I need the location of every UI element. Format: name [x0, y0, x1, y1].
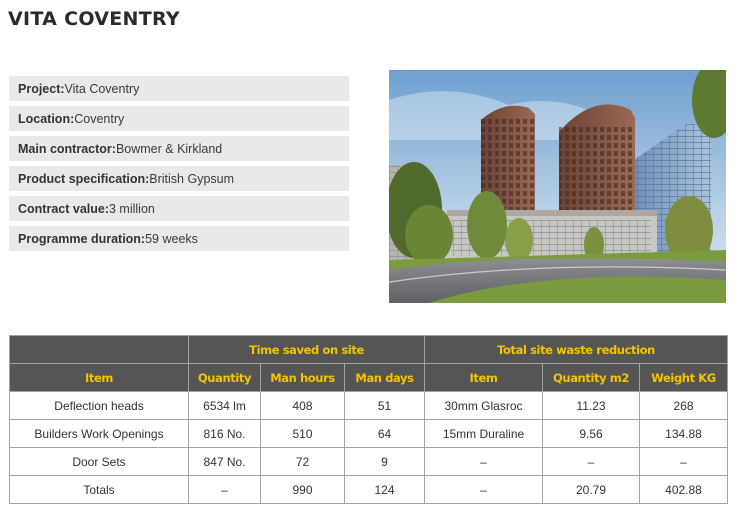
table-cell: 990 [260, 475, 345, 504]
info-value: Vita Coventry [64, 81, 140, 96]
column-header: Weight KG [638, 363, 729, 392]
table-cell: 124 [344, 475, 425, 504]
info-label: Main contractor: [18, 141, 116, 156]
table-row: Door Sets 847 No. 72 9 – – – [9, 447, 729, 476]
info-label: Location: [18, 111, 75, 126]
info-value: British Gypsum [149, 171, 235, 186]
table-row: Deflection heads 6534 lm 408 51 30mm Gla… [9, 391, 729, 420]
table-cell: 51 [344, 391, 425, 420]
table-cell: – [424, 447, 543, 476]
info-label: Programme duration: [18, 231, 146, 246]
group-header-waste-reduction: Total site waste reduction [423, 335, 729, 364]
info-value: Bowmer & Kirkland [115, 141, 223, 156]
table-cell: 847 No. [188, 447, 261, 476]
group-header-time-saved: Time saved on site [188, 335, 425, 364]
column-header: Item [9, 363, 189, 392]
table-cell: 134.88 [638, 419, 729, 448]
table-cell: 9 [344, 447, 425, 476]
page-title: VITA COVENTRY [8, 8, 180, 30]
info-row-product-specification: Product specification: British Gypsum [9, 166, 349, 191]
table-cell: 72 [260, 447, 345, 476]
column-header-row: Item Quantity Man hours Man days Item Qu… [9, 363, 729, 392]
column-header: Man days [344, 363, 425, 392]
table-cell: Builders Work Openings [9, 419, 189, 448]
info-label: Contract value: [18, 201, 109, 216]
project-info-list: Project: Vita Coventry Location: Coventry… [9, 76, 349, 256]
table-cell: 64 [344, 419, 425, 448]
info-value: Coventry [74, 111, 125, 126]
table-cell: – [188, 475, 261, 504]
column-header: Man hours [260, 363, 345, 392]
project-photo [389, 70, 726, 303]
info-row-location: Location: Coventry [9, 106, 349, 131]
table-row: Builders Work Openings 816 No. 510 64 15… [9, 419, 729, 448]
table-cell: 816 No. [188, 419, 261, 448]
table-cell: Totals [9, 475, 189, 504]
table-cell: 268 [638, 391, 729, 420]
table-row-totals: Totals – 990 124 – 20.79 402.88 [9, 475, 729, 504]
table-cell: 402.88 [638, 475, 729, 504]
table-cell: – [638, 447, 729, 476]
column-header: Item [424, 363, 543, 392]
table-cell: – [424, 475, 543, 504]
table-cell: 510 [260, 419, 345, 448]
column-header: Quantity m2 [542, 363, 640, 392]
table-cell: 30mm Glasroc [424, 391, 543, 420]
table-cell: – [542, 447, 640, 476]
info-label: Product specification: [18, 171, 150, 186]
info-value: 3 million [109, 201, 155, 216]
info-label: Project: [18, 81, 65, 96]
table-cell: 11.23 [542, 391, 640, 420]
table-cell: Deflection heads [9, 391, 189, 420]
table-cell: Door Sets [9, 447, 189, 476]
info-row-contract-value: Contract value: 3 million [9, 196, 349, 221]
table-cell: 15mm Duraline [424, 419, 543, 448]
blank-header-cell [9, 335, 189, 364]
info-row-programme-duration: Programme duration: 59 weeks [9, 226, 349, 251]
group-header-row: Time saved on site Total site waste redu… [9, 335, 729, 364]
info-row-main-contractor: Main contractor: Bowmer & Kirkland [9, 136, 349, 161]
savings-table: Time saved on site Total site waste redu… [9, 335, 729, 504]
table-cell: 6534 lm [188, 391, 261, 420]
column-header: Quantity [188, 363, 261, 392]
table-cell: 9.56 [542, 419, 640, 448]
info-row-project: Project: Vita Coventry [9, 76, 349, 101]
table-cell: 20.79 [542, 475, 640, 504]
info-value: 59 weeks [145, 231, 198, 246]
table-cell: 408 [260, 391, 345, 420]
